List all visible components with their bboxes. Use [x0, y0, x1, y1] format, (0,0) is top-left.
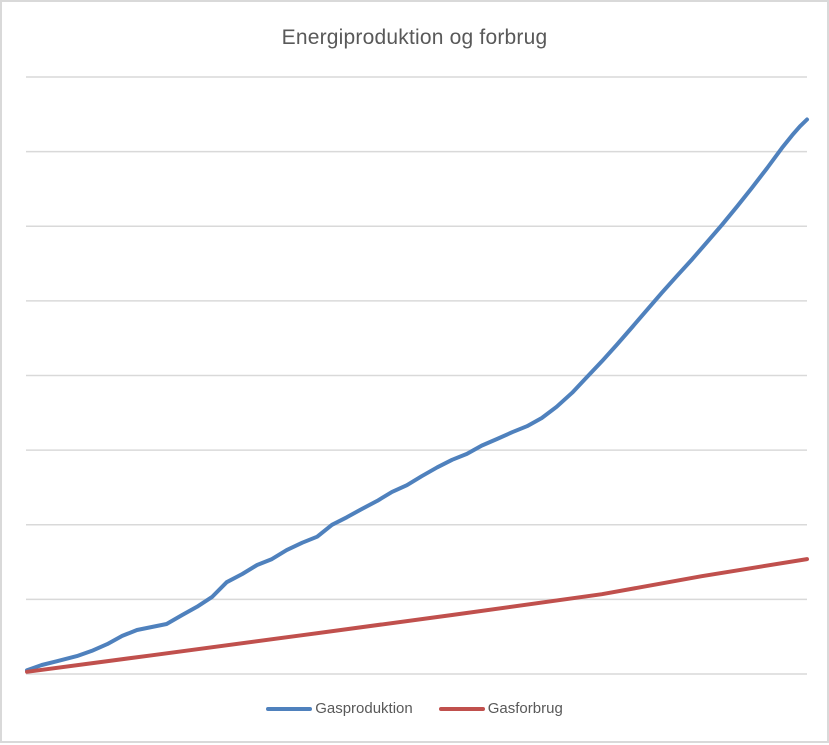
series-line-gasproduktion	[25, 117, 809, 673]
legend-label-gasforbrug: Gasforbrug	[487, 700, 563, 717]
legend: Gasproduktion Gasforbrug	[2, 700, 827, 717]
chart-title: Energiproduktion og forbrug	[281, 26, 548, 49]
legend-label-gasproduktion: Gasproduktion	[315, 700, 413, 717]
legend-item-gasforbrug: Gasforbrug	[438, 700, 563, 717]
gasproduktion-line-marker-icon	[266, 706, 313, 711]
gasforbrug-line-marker-icon	[438, 706, 485, 711]
legend-item-gasproduktion: Gasproduktion	[266, 700, 413, 717]
series-line-gasforbrug	[25, 557, 809, 674]
